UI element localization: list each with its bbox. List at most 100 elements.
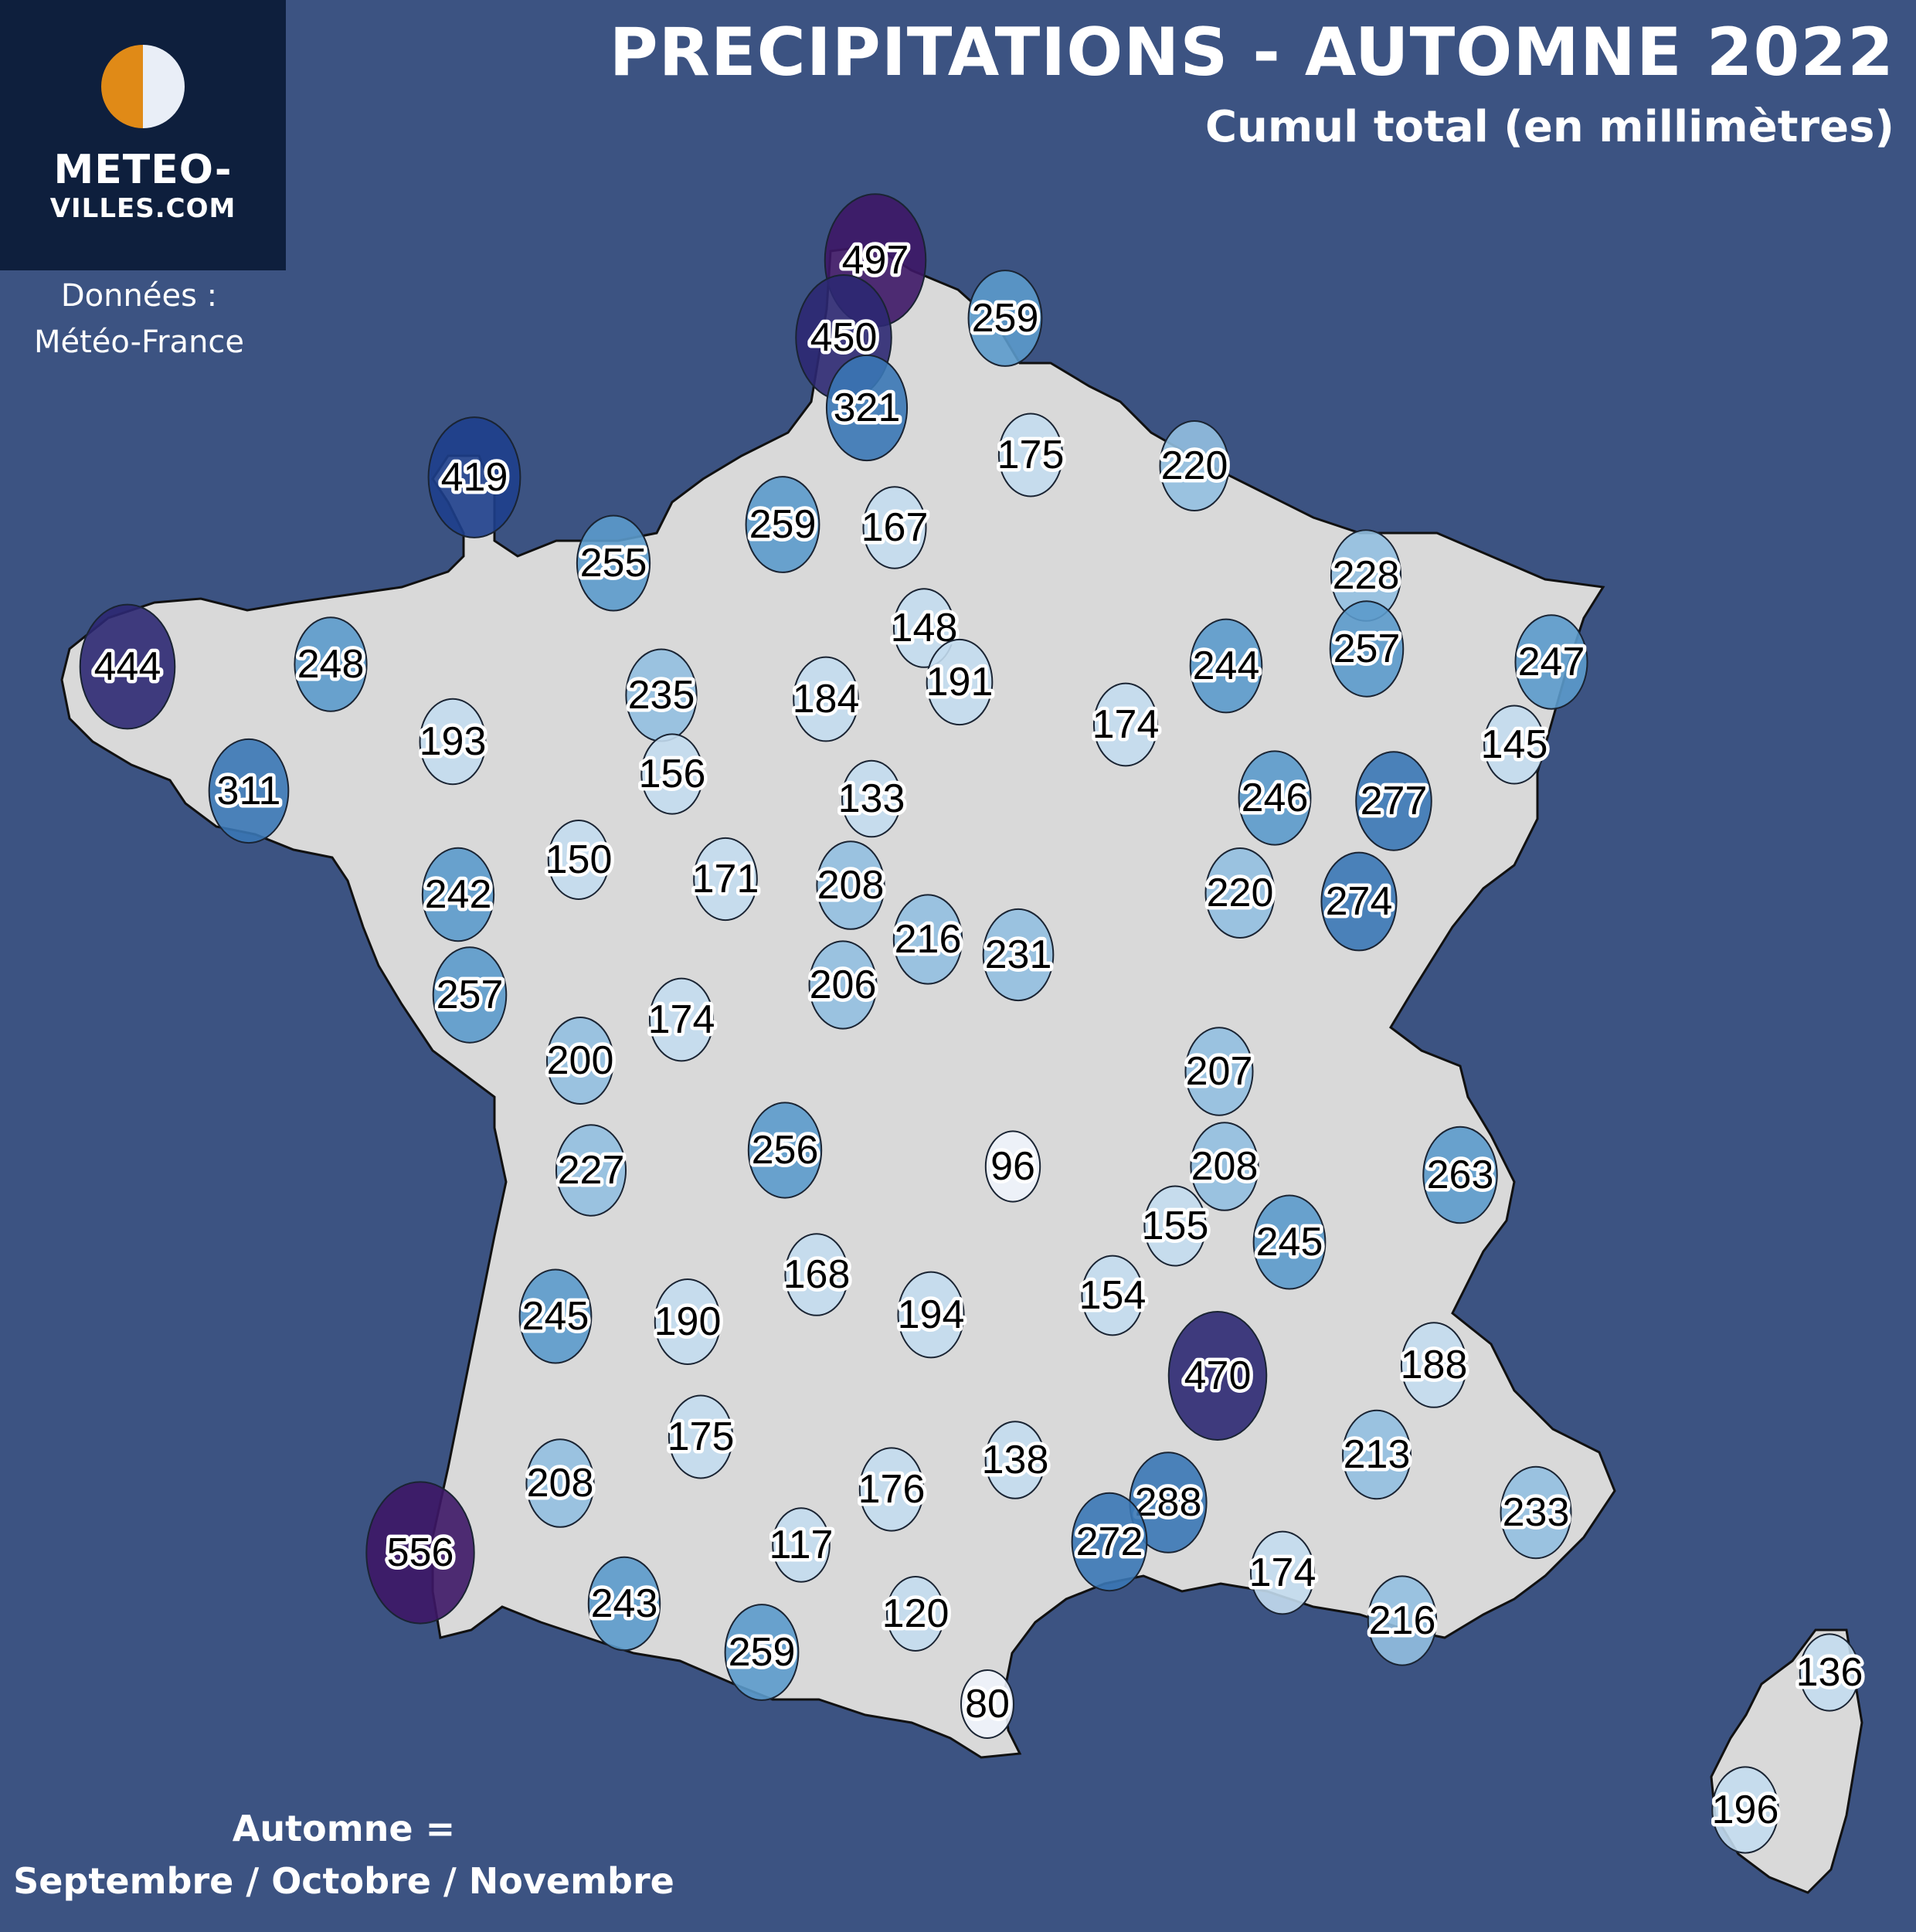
station-value-label: 233 — [1503, 1490, 1570, 1535]
station-bubble — [841, 759, 902, 838]
station-marker: 245 — [1252, 1194, 1327, 1290]
station-marker: 156 — [635, 733, 709, 815]
station-value-label: 184 — [793, 677, 860, 722]
station-marker: 171 — [688, 837, 763, 922]
station-marker: 136 — [1792, 1633, 1867, 1712]
station-bubble — [427, 416, 521, 538]
station-value-label: 216 — [895, 917, 962, 962]
station-bubble — [724, 1604, 800, 1701]
station-value-label: 96 — [990, 1144, 1035, 1189]
station-marker: 191 — [922, 638, 997, 726]
station-marker: 80 — [960, 1669, 1014, 1739]
station-marker: 257 — [432, 946, 508, 1044]
station-marker: 206 — [806, 940, 880, 1030]
station-marker: 321 — [825, 354, 909, 462]
station-marker: 255 — [576, 514, 651, 612]
station-bubble — [208, 738, 290, 844]
station-marker: 184 — [789, 656, 863, 742]
station-bubble — [1184, 1027, 1254, 1116]
station-marker: 213 — [1340, 1409, 1414, 1500]
station-marker: 470 — [1167, 1311, 1268, 1441]
station-bubble — [555, 1124, 627, 1217]
station-value-label: 133 — [838, 776, 905, 821]
station-marker: 154 — [1075, 1255, 1150, 1336]
station-marker: 176 — [854, 1447, 929, 1532]
station-bubble — [982, 908, 1055, 1002]
station-value-label: 167 — [861, 505, 929, 550]
station-marker: 175 — [664, 1394, 738, 1479]
station-value-label: 248 — [297, 642, 365, 687]
logo-box: METEO- VILLES.COM — [0, 0, 286, 270]
station-bubble — [640, 733, 704, 815]
station-value-label: 175 — [668, 1414, 735, 1459]
station-bubble — [1238, 750, 1312, 846]
station-value-label: 194 — [898, 1292, 965, 1337]
station-marker: 256 — [747, 1102, 823, 1199]
station-value-label: 419 — [441, 455, 508, 500]
station-value-label: 321 — [834, 385, 901, 430]
station-value-label: 117 — [769, 1523, 834, 1567]
station-bubble — [1514, 614, 1588, 710]
station-marker: 235 — [624, 648, 698, 742]
station-value-label: 311 — [217, 769, 281, 813]
station-value-label: 155 — [1142, 1204, 1209, 1248]
station-bubble — [825, 354, 909, 462]
station-value-label: 120 — [882, 1591, 950, 1636]
station-bubble — [793, 656, 859, 742]
station-value-label: 174 — [1249, 1550, 1316, 1595]
station-marker: 444 — [79, 603, 176, 730]
station-value-label: 245 — [1256, 1220, 1323, 1265]
station-value-label: 220 — [1207, 871, 1274, 915]
station-value-label: 242 — [425, 872, 492, 917]
station-bubble — [1249, 1530, 1316, 1615]
station-bubble — [1071, 1492, 1148, 1592]
station-bubble — [808, 940, 878, 1030]
station-bubble — [546, 1017, 614, 1105]
station-value-label: 259 — [972, 296, 1039, 341]
station-bubble — [1092, 682, 1159, 767]
station-value-label: 450 — [810, 315, 878, 360]
station-bubble — [772, 1507, 831, 1583]
station-bubble — [862, 486, 927, 569]
station-marker: 216 — [891, 894, 965, 985]
station-bubble — [984, 1130, 1041, 1203]
station-bubble — [1204, 847, 1276, 939]
station-value-label: 200 — [547, 1038, 614, 1083]
station-value-label: 556 — [387, 1530, 454, 1575]
station-value-label: 175 — [997, 433, 1065, 477]
station-value-label: 174 — [1092, 702, 1160, 747]
station-value-label: 191 — [926, 660, 994, 705]
station-bubble — [576, 514, 651, 612]
station-marker: 259 — [745, 476, 820, 573]
station-marker: 246 — [1238, 750, 1312, 846]
station-value-label: 243 — [591, 1581, 658, 1626]
station-bubble — [858, 1447, 925, 1532]
station-marker: 188 — [1397, 1322, 1471, 1408]
station-value-label: 145 — [1481, 722, 1548, 767]
logo-sun-icon — [101, 45, 185, 128]
station-bubble — [1483, 705, 1545, 785]
map-subtitle: Cumul total (en millimètres) — [1204, 102, 1894, 152]
station-value-label: 208 — [817, 863, 885, 908]
station-marker: 155 — [1138, 1185, 1212, 1267]
map-title: PRECIPITATIONS - AUTOMNE 2022 — [609, 14, 1894, 91]
station-bubble — [1400, 1322, 1468, 1408]
station-marker: 208 — [523, 1438, 597, 1528]
station-value-label: 220 — [1161, 443, 1228, 488]
station-bubble — [1500, 1465, 1572, 1560]
station-bubble — [421, 847, 495, 942]
station-value-label: 259 — [749, 502, 817, 547]
station-marker: 190 — [651, 1278, 725, 1365]
station-marker: 220 — [1203, 847, 1277, 939]
station-bubble — [892, 588, 956, 668]
station-value-label: 176 — [858, 1467, 926, 1512]
station-bubble — [432, 946, 508, 1044]
station-bubble — [892, 894, 963, 985]
station-bubble — [365, 1481, 475, 1625]
station-marker: 244 — [1189, 618, 1263, 714]
station-value-label: 207 — [1186, 1049, 1253, 1094]
station-marker: 200 — [543, 1017, 617, 1105]
station-marker: 227 — [554, 1124, 628, 1217]
station-bubble — [747, 1102, 823, 1199]
